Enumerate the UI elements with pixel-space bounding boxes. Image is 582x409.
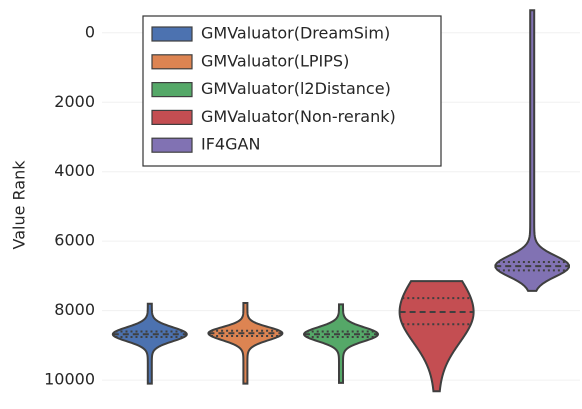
legend-swatch <box>151 109 193 126</box>
legend-swatch <box>151 54 193 70</box>
legend-swatch <box>151 81 193 98</box>
y-tick-label: 4000 <box>54 161 95 180</box>
legend-label: IF4GAN <box>201 135 260 154</box>
legend-label: GMValuator(l2Distance) <box>201 79 391 98</box>
legend-swatch <box>151 137 193 153</box>
violin-body <box>111 302 188 385</box>
violin-body <box>398 280 475 393</box>
legend-swatch <box>151 26 193 42</box>
y-tick-label: 2000 <box>54 92 95 111</box>
y-tick-label: 10000 <box>44 370 95 389</box>
violin-body <box>207 302 284 385</box>
violin-body <box>494 9 571 292</box>
y-tick-label: 8000 <box>54 300 95 319</box>
legend: GMValuator(DreamSim) GMValuator(LPIPS) GMV… <box>142 15 442 167</box>
y-tick-label: 6000 <box>54 231 95 250</box>
y-axis-label: Value Rank <box>10 160 29 250</box>
violin-body <box>303 303 379 384</box>
legend-label: GMValuator(DreamSim) <box>201 24 390 43</box>
y-tick-label: 0 <box>85 22 95 41</box>
legend-label: GMValuator(LPIPS) <box>201 51 349 70</box>
legend-label: GMValuator(Non-rerank) <box>201 107 396 126</box>
legend-frame <box>142 15 442 167</box>
